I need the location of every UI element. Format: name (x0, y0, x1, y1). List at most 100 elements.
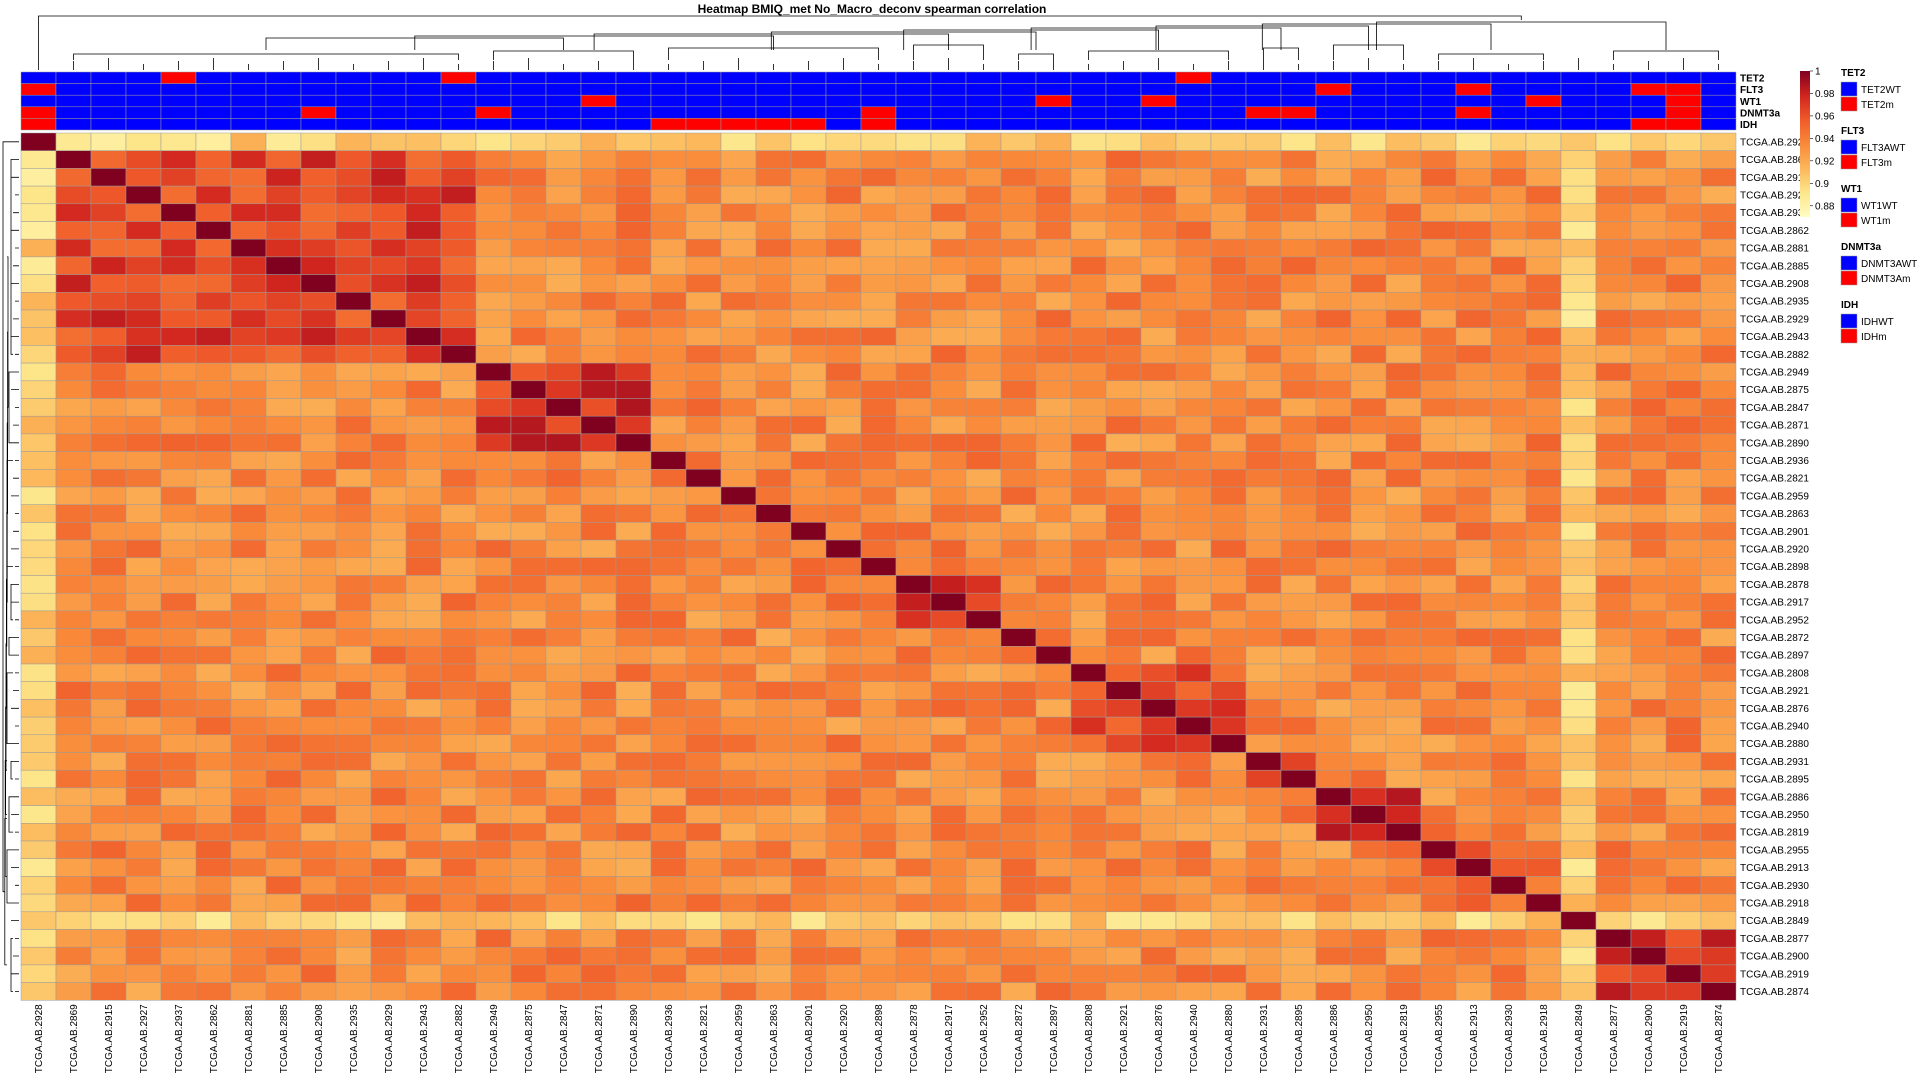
heatmap-cell (1140, 380, 1177, 399)
heatmap-cell (1350, 823, 1387, 842)
annotation-cell (790, 83, 827, 96)
annotation-cell (230, 83, 267, 96)
heatmap-cell (580, 522, 617, 541)
heatmap-cell (545, 292, 582, 311)
heatmap-cell (195, 203, 232, 222)
heatmap-cell (825, 362, 862, 382)
heatmap-cell (580, 946, 617, 966)
heatmap-cell (1525, 398, 1562, 417)
legend-swatch (1840, 96, 1858, 112)
heatmap-cell (55, 628, 92, 647)
heatmap-cell (475, 716, 512, 736)
heatmap-cell (90, 893, 127, 913)
heatmap-cell (1455, 699, 1492, 718)
heatmap-cell (405, 292, 442, 311)
heatmap-cell (300, 663, 337, 682)
heatmap-cell (125, 451, 162, 470)
legend-label: TET2m (1861, 100, 1894, 111)
heatmap-cell (1420, 327, 1457, 346)
heatmap-cell (860, 557, 897, 576)
heatmap-cell (1175, 787, 1212, 806)
legend-label: IDHm (1861, 332, 1887, 343)
heatmap-cell (930, 805, 967, 824)
heatmap-cell (230, 716, 267, 736)
heatmap-cell (1245, 451, 1282, 470)
heatmap-cell (720, 522, 757, 541)
heatmap-cell (55, 964, 92, 983)
heatmap-cell (160, 982, 197, 1001)
heatmap-cell (55, 876, 92, 895)
heatmap-cell (1455, 823, 1492, 842)
heatmap-cell (335, 716, 372, 736)
heatmap-cell (650, 522, 687, 541)
heatmap-cell (335, 893, 372, 913)
heatmap-cell (1420, 592, 1457, 612)
heatmap-cell (55, 309, 92, 328)
annotation-cell (1420, 83, 1457, 96)
heatmap-cell (1280, 486, 1317, 505)
heatmap-cell (1140, 858, 1177, 877)
heatmap-cell (1035, 168, 1072, 187)
heatmap-cell (440, 840, 477, 859)
heatmap-cell (1105, 610, 1142, 629)
heatmap-cell (720, 292, 757, 311)
annotation-cell (265, 106, 302, 119)
heatmap-cell (1140, 929, 1177, 948)
heatmap-cell (1420, 345, 1457, 364)
heatmap-cell (1070, 132, 1107, 151)
heatmap-cell (685, 292, 722, 311)
annotation-cell (1595, 71, 1632, 84)
heatmap-cell (1070, 362, 1107, 382)
annotation-cell (90, 118, 127, 131)
heatmap-cell (300, 132, 337, 151)
heatmap-cell (860, 150, 897, 169)
heatmap-cell (1210, 398, 1247, 417)
heatmap-cell (1490, 557, 1527, 576)
heatmap-cell (300, 362, 337, 382)
heatmap-cell (580, 663, 617, 682)
heatmap-cell (510, 522, 547, 541)
heatmap-cell (545, 663, 582, 682)
heatmap-cell (1000, 769, 1037, 789)
heatmap-cell (615, 787, 652, 806)
heatmap-cell (230, 769, 267, 789)
heatmap-cell (1420, 362, 1457, 382)
heatmap-cell (1000, 982, 1037, 1001)
annotation-cell (20, 118, 57, 131)
heatmap-cell (1105, 469, 1142, 488)
heatmap-cell (895, 805, 932, 824)
annotation-cell (125, 118, 162, 131)
heatmap-cell (230, 469, 267, 488)
heatmap-cell (1035, 876, 1072, 895)
annotation-cell (1420, 71, 1457, 84)
heatmap-cell (580, 982, 617, 1001)
heatmap-cell (930, 575, 967, 594)
heatmap-cell (1000, 522, 1037, 541)
row-label: TCGA.AB.2955 (1740, 845, 1809, 856)
heatmap-cell (1595, 646, 1632, 665)
annotation-cell (720, 118, 757, 131)
heatmap-cell (1490, 752, 1527, 771)
heatmap-cell (1350, 415, 1387, 435)
heatmap-cell (230, 433, 267, 452)
heatmap-cell (545, 823, 582, 842)
heatmap-cell (125, 911, 162, 930)
heatmap-cell (265, 292, 302, 311)
heatmap-cell (1210, 681, 1247, 700)
heatmap-cell (440, 929, 477, 948)
heatmap-cell (1105, 398, 1142, 417)
heatmap-cell (20, 716, 57, 736)
heatmap-cell (545, 398, 582, 417)
heatmap-cell (650, 964, 687, 983)
heatmap-cell (1595, 982, 1632, 1001)
heatmap-cell (1350, 769, 1387, 789)
heatmap-cell (195, 469, 232, 488)
heatmap-cell (1490, 893, 1527, 913)
heatmap-cell (825, 752, 862, 771)
heatmap-cell (1000, 221, 1037, 240)
heatmap-cell (1525, 752, 1562, 771)
heatmap-cell (685, 238, 722, 258)
heatmap-cell (1035, 238, 1072, 258)
heatmap-cell (230, 964, 267, 983)
annotation-cell (1595, 94, 1632, 108)
